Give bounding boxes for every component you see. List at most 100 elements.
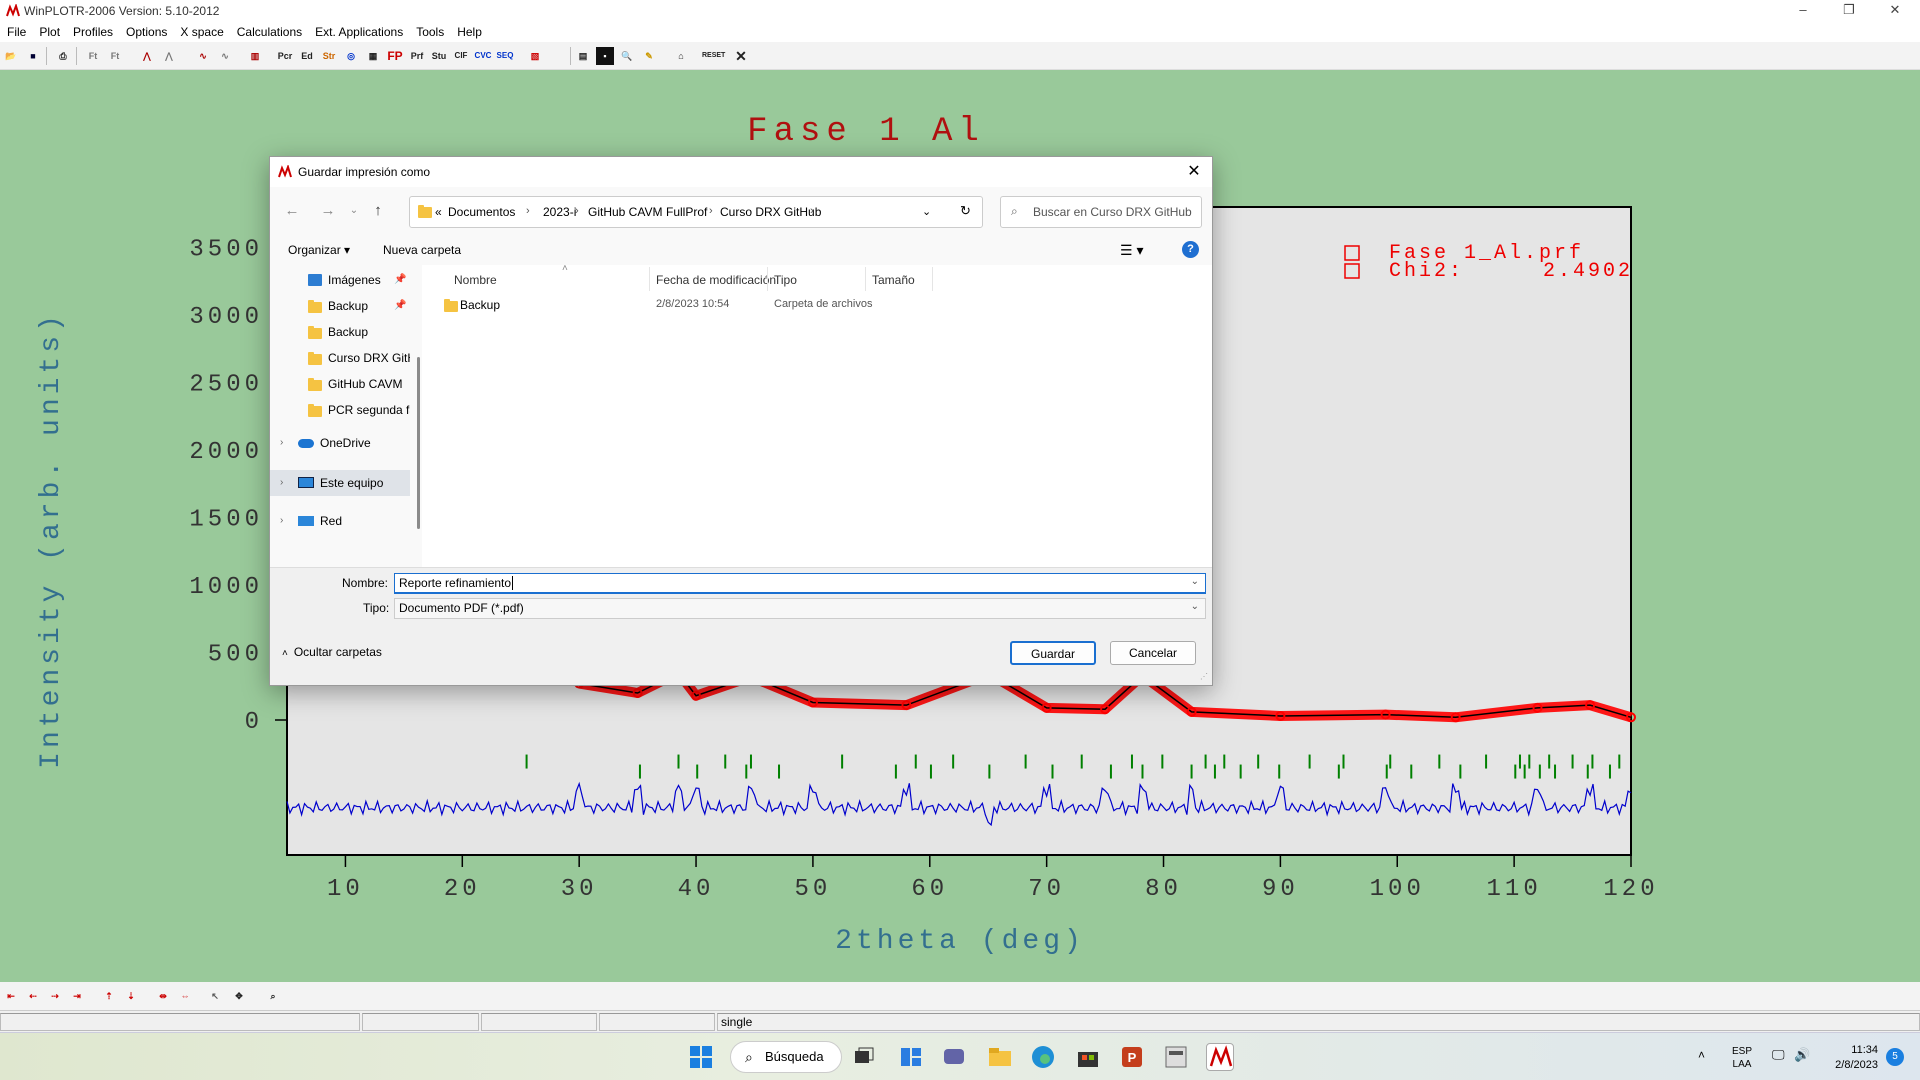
peak-off-icon[interactable]: ⋀ (165, 51, 173, 61)
prf-button[interactable]: Prf (410, 51, 424, 61)
menu-plot[interactable]: Plot (39, 25, 61, 39)
organize-button[interactable]: Organizar ▾ (288, 243, 351, 257)
back-arrow-icon[interactable]: ← (284, 202, 300, 219)
cvc-button[interactable]: CVC (474, 51, 492, 60)
next-icon[interactable]: ⇢ (51, 991, 59, 1001)
save-icon[interactable]: ■ (30, 51, 36, 61)
column-divider[interactable] (932, 267, 933, 291)
teams-chat-icon[interactable] (940, 1043, 968, 1071)
start-icon[interactable] (687, 1043, 715, 1071)
menu-help[interactable]: Help (457, 25, 482, 39)
cif-button[interactable]: CIF (454, 51, 468, 60)
expand-icon[interactable]: ⇔ (180, 991, 190, 1001)
navigation-scrollbar[interactable] (416, 265, 420, 567)
compress-icon[interactable]: ⇹ (159, 991, 167, 1001)
seq-button[interactable]: SEQ (496, 51, 514, 60)
cancel-button[interactable]: Cancelar (1110, 641, 1196, 665)
tree-item-imagenes[interactable]: Imágenes 📌 (270, 267, 410, 293)
magnifier-icon[interactable]: ⌕ (270, 991, 276, 1001)
column-nombre[interactable]: Nombre (454, 273, 497, 287)
expand-chevron-icon[interactable]: › (280, 515, 284, 526)
maximize-button[interactable]: ❐ (1843, 2, 1855, 17)
fit-icon[interactable]: Ft (88, 51, 98, 61)
tree-item-curso-drx[interactable]: Curso DRX GitH (270, 345, 410, 371)
tree-item-pcr-segunda[interactable]: PCR segunda fa (270, 397, 410, 423)
arrow-down-icon[interactable]: ⇣ (127, 991, 135, 1001)
network-status-icon[interactable]: 🖵 (1772, 1047, 1785, 1062)
tree-item-github-cavm[interactable]: GitHub CAVM (270, 371, 410, 397)
column-fecha[interactable]: Fecha de modificación (656, 273, 777, 287)
close-plot-icon[interactable]: ✕ (735, 48, 747, 64)
taskbar-clock[interactable]: 11:34 2/8/2023 (1835, 1044, 1878, 1071)
new-folder-button[interactable]: Nueva carpeta (383, 243, 462, 257)
arrow-up-icon[interactable]: ⇡ (105, 991, 113, 1001)
close-window-button[interactable]: ✕ (1889, 2, 1901, 17)
tree-item-backup[interactable]: Backup (270, 319, 410, 345)
curve-off-icon[interactable]: ∿ (221, 51, 229, 61)
grid-icon[interactable]: ▦ (368, 51, 378, 61)
save-button[interactable]: Guardar (1010, 641, 1096, 665)
breadcrumb-github-cavm[interactable]: GitHub CAVM (588, 205, 663, 219)
edit-button[interactable]: Ed (301, 51, 313, 61)
column-divider[interactable] (865, 267, 866, 291)
path-overflow[interactable]: « (435, 205, 442, 219)
recent-chevron-icon[interactable]: ⌄ (349, 205, 359, 216)
menu-ext-applications[interactable]: Ext. Applications (315, 25, 404, 39)
file-name-input[interactable]: Reporte refinamiento ⌄ (394, 573, 1206, 594)
minimize-button[interactable]: – (1799, 2, 1807, 17)
menu-file[interactable]: File (7, 25, 27, 39)
tree-item-onedrive[interactable]: › OneDrive (270, 430, 410, 456)
column-tipo[interactable]: Tipo (774, 273, 797, 287)
powerpoint-icon[interactable]: P (1118, 1043, 1146, 1071)
menu-calculations[interactable]: Calculations (236, 25, 303, 39)
print-icon[interactable]: ⎙ (59, 51, 67, 61)
winplotr-taskbar-icon[interactable] (1206, 1043, 1234, 1071)
input-language[interactable]: ESP LAA (1732, 1046, 1753, 1070)
column-divider[interactable] (767, 267, 768, 291)
curve-icon[interactable]: ∿ (199, 51, 207, 61)
menu-xspace[interactable]: X space (180, 25, 224, 39)
menu-profiles[interactable]: Profiles (73, 25, 114, 39)
peak-icon[interactable]: ⋀ (143, 51, 151, 61)
fps-app-icon[interactable] (1162, 1043, 1190, 1071)
up-arrow-icon[interactable]: ↑ (374, 202, 382, 219)
chevron-down-icon[interactable]: ⌄ (1190, 601, 1199, 612)
tree-item-este-equipo[interactable]: › Este equipo (270, 470, 410, 496)
fp-button[interactable]: FP (387, 49, 403, 63)
menu-options[interactable]: Options (126, 25, 168, 39)
bars-icon[interactable]: ▥ (250, 51, 260, 61)
first-icon[interactable]: ⇤ (7, 991, 15, 1001)
help-icon[interactable]: ? (1182, 241, 1199, 258)
breadcrumb-curso-drx[interactable]: Curso DRX GitHub (720, 205, 822, 219)
dsc-icon[interactable]: ▧ (530, 51, 540, 61)
task-view-icon[interactable] (850, 1043, 878, 1071)
tray-expand-icon[interactable]: ˄ (1698, 1048, 1706, 1062)
view-options-icon[interactable]: ☰ ▾ (1120, 242, 1144, 258)
zoom-icon[interactable]: 🔍 (621, 51, 633, 61)
home-icon[interactable]: ⌂ (678, 51, 684, 61)
forward-arrow-icon[interactable]: → (320, 202, 336, 219)
terminal-icon[interactable]: ▪ (596, 47, 614, 65)
expand-chevron-icon[interactable]: › (280, 477, 284, 488)
breadcrumb-documentos[interactable]: Documentos (448, 205, 516, 219)
column-tamano[interactable]: Tamaño (872, 273, 915, 287)
edge-browser-icon[interactable] (1029, 1043, 1057, 1071)
refresh-icon[interactable]: ↻ (960, 203, 971, 218)
open-icon[interactable]: 📂 (5, 51, 17, 61)
store-icon[interactable] (1074, 1043, 1102, 1071)
hide-folders-toggle[interactable]: ˄ Ocultar carpetas (282, 645, 382, 659)
notification-badge[interactable]: 5 (1886, 1048, 1904, 1066)
str-button[interactable]: Str (322, 51, 336, 61)
pcr-button[interactable]: Pcr (277, 51, 293, 61)
file-explorer-icon[interactable] (986, 1043, 1014, 1071)
last-icon[interactable]: ⇥ (73, 991, 81, 1001)
fit-alt-icon[interactable]: Ft (110, 51, 120, 61)
pencil-icon[interactable]: ✎ (645, 51, 653, 61)
breadcrumb-2023i[interactable]: 2023-i (543, 205, 577, 219)
reset-button[interactable]: RESET (702, 52, 726, 59)
table-row[interactable]: Backup 2/8/2023 10:54 Carpeta de archivo… (438, 291, 1198, 317)
previous-icon[interactable]: ⇠ (29, 991, 37, 1001)
globe-icon[interactable]: ◎ (347, 51, 355, 61)
tree-item-red[interactable]: › Red (270, 508, 410, 534)
tree-item-backup-pinned[interactable]: Backup 📌 (270, 293, 410, 319)
